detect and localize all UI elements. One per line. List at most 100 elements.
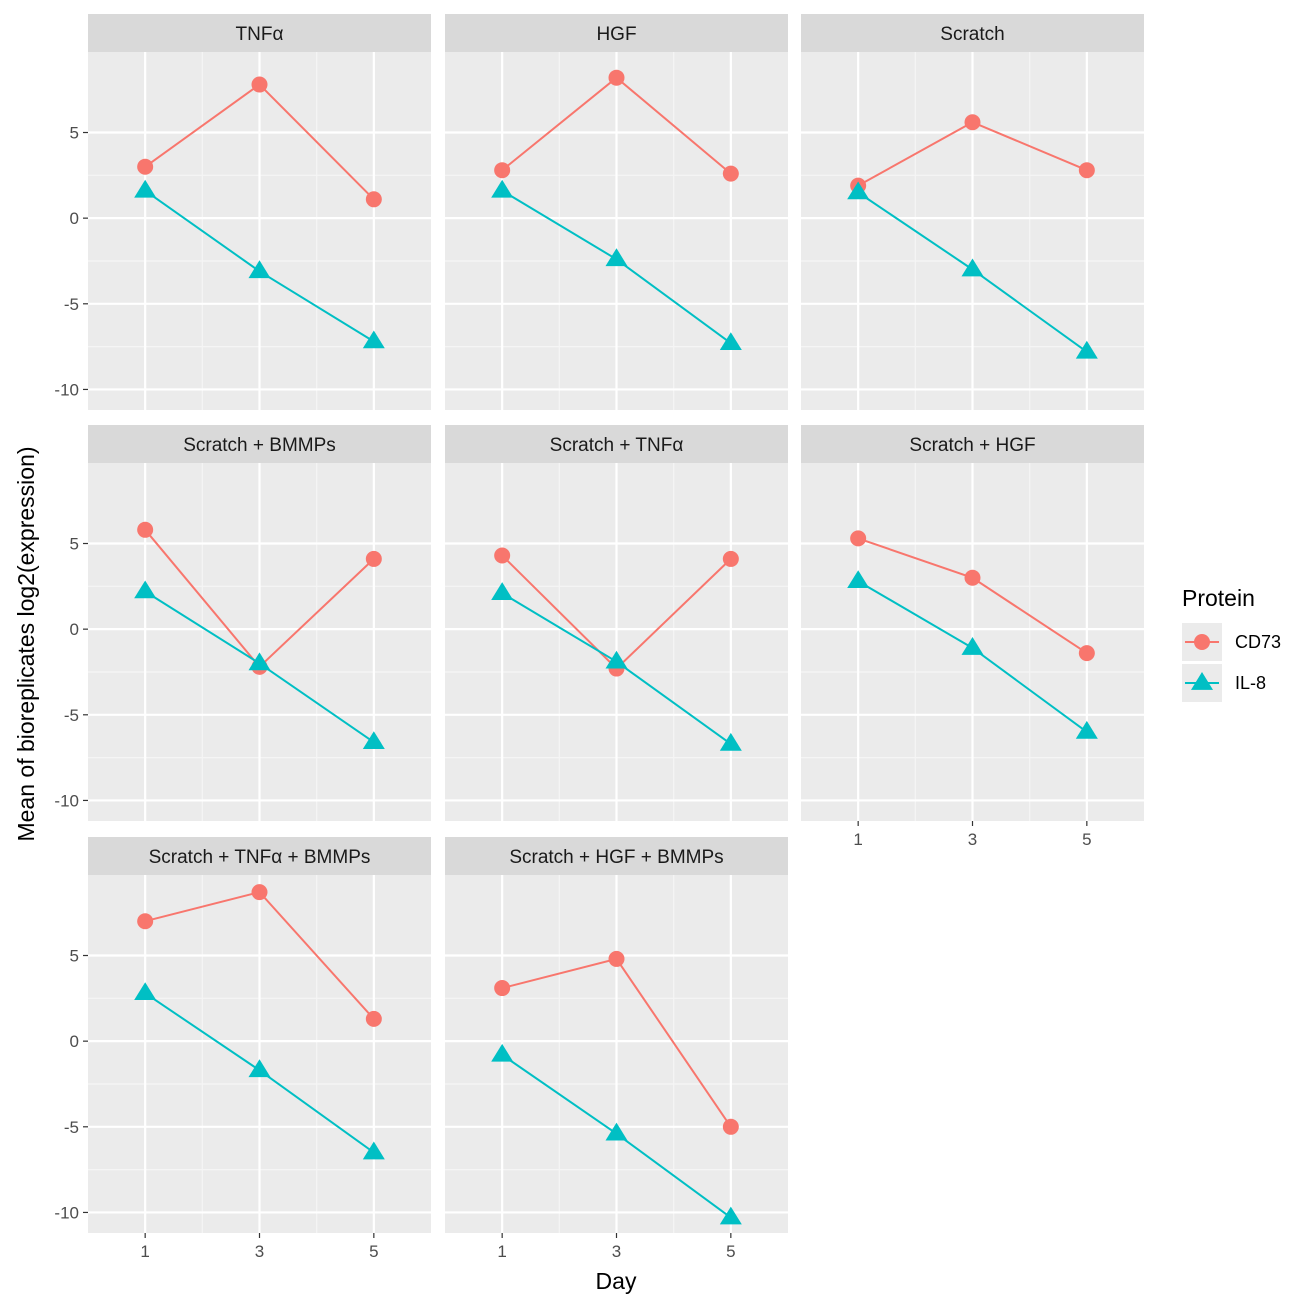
facet-panel-scratch: Scratch bbox=[801, 14, 1144, 410]
data-point-il-8 bbox=[719, 332, 742, 351]
data-point-cd73 bbox=[1078, 162, 1095, 179]
y-tick-label: 5 bbox=[70, 535, 79, 554]
y-tick-label: 0 bbox=[70, 620, 79, 639]
facet-panel-scratch-hgf-bmmps: Scratch + HGF + BMMPs 1 3 5 bbox=[445, 837, 788, 1261]
data-point-cd73 bbox=[494, 162, 511, 179]
x-tick-label: 5 bbox=[726, 1242, 735, 1261]
data-point-cd73 bbox=[365, 550, 382, 567]
data-point-cd73 bbox=[494, 547, 511, 564]
y-tick-label: 0 bbox=[70, 1032, 79, 1051]
legend-key-circle bbox=[1194, 634, 1210, 650]
facet-title: Scratch + TNFα + BMMPs bbox=[149, 847, 371, 868]
data-point-il-8 bbox=[362, 731, 385, 750]
x-axis-title: Day bbox=[596, 1268, 637, 1294]
data-point-il-8 bbox=[719, 1206, 742, 1225]
data-point-cd73 bbox=[850, 530, 867, 547]
data-point-il-8 bbox=[491, 179, 514, 198]
data-point-il-8 bbox=[134, 580, 157, 599]
data-point-il-8 bbox=[847, 570, 870, 589]
y-tick-label: 5 bbox=[70, 947, 79, 966]
facet-title: Scratch + TNFα bbox=[550, 435, 684, 456]
facet-strip bbox=[801, 425, 1144, 463]
facet-title: HGF bbox=[596, 24, 636, 45]
facet-panel-hgf: HGF bbox=[445, 14, 788, 410]
data-point-cd73 bbox=[722, 1118, 739, 1135]
facet-panel-scratch-tnfalpha: Scratch + TNFα bbox=[445, 425, 788, 821]
x-tick-label: 1 bbox=[140, 1242, 149, 1261]
facet-strip bbox=[445, 425, 788, 463]
data-point-il-8 bbox=[605, 1122, 628, 1141]
data-point-il-8 bbox=[134, 982, 157, 1001]
x-tick-label: 3 bbox=[968, 830, 977, 849]
facet-panel-scratch-bmmps: Scratch + BMMPs 5 0 -5 -10 bbox=[54, 425, 431, 821]
data-point-cd73 bbox=[722, 550, 739, 567]
data-point-cd73 bbox=[251, 76, 268, 93]
data-point-il-8 bbox=[719, 732, 742, 751]
x-tick-label: 5 bbox=[1082, 830, 1091, 849]
facet-strip bbox=[88, 14, 431, 52]
x-tick-label: 3 bbox=[255, 1242, 264, 1261]
data-point-cd73 bbox=[1078, 645, 1095, 662]
data-point-il-8 bbox=[491, 1043, 514, 1062]
facet-title: Scratch + HGF bbox=[909, 435, 1035, 456]
data-point-cd73 bbox=[608, 69, 625, 86]
facet-panels: TNFα 5 0 -5 -10 HGF Scratch Scratch + BMMPs 5 0 -5… bbox=[54, 14, 1144, 1261]
data-point-il-8 bbox=[248, 1059, 271, 1078]
x-tick-label: 3 bbox=[612, 1242, 621, 1261]
data-point-cd73 bbox=[494, 980, 511, 997]
facet-strip bbox=[88, 837, 431, 875]
data-point-cd73 bbox=[365, 191, 382, 208]
data-point-il-8 bbox=[961, 258, 984, 277]
facet-title: Scratch bbox=[940, 24, 1004, 45]
facet-strip bbox=[88, 425, 431, 463]
data-point-cd73 bbox=[608, 950, 625, 967]
legend-key-triangle bbox=[1191, 672, 1213, 690]
y-tick-label: 5 bbox=[70, 124, 79, 143]
data-point-il-8 bbox=[605, 248, 628, 267]
x-tick-label: 1 bbox=[497, 1242, 506, 1261]
legend-title: Protein bbox=[1182, 585, 1255, 611]
x-tick-label: 1 bbox=[853, 830, 862, 849]
y-tick-label: -10 bbox=[54, 1203, 79, 1222]
legend-label: CD73 bbox=[1235, 632, 1281, 652]
facet-strip bbox=[801, 14, 1144, 52]
data-point-il-8 bbox=[134, 179, 157, 198]
data-point-il-8 bbox=[362, 1141, 385, 1160]
y-tick-label: 0 bbox=[70, 209, 79, 228]
facet-title: Scratch + BMMPs bbox=[183, 435, 336, 456]
data-point-cd73 bbox=[251, 884, 268, 901]
legend: Protein CD73 IL-8 bbox=[1182, 585, 1281, 702]
data-point-cd73 bbox=[137, 521, 154, 538]
facet-strip bbox=[445, 837, 788, 875]
data-point-cd73 bbox=[964, 569, 981, 586]
facet-panel-scratch-tnfalpha-bmmps: Scratch + TNFα + BMMPs 5 0 -5 -10 1 3 5 bbox=[54, 837, 431, 1261]
data-point-cd73 bbox=[365, 1010, 382, 1027]
y-tick-label: -5 bbox=[64, 706, 79, 725]
data-point-cd73 bbox=[137, 913, 154, 930]
data-point-il-8 bbox=[605, 650, 628, 669]
facet-title: Scratch + HGF + BMMPs bbox=[509, 847, 723, 868]
y-tick-label: -5 bbox=[64, 295, 79, 314]
legend-entry-il-8: IL-8 bbox=[1182, 664, 1266, 702]
facet-title: TNFα bbox=[236, 24, 284, 45]
legend-label: IL-8 bbox=[1235, 673, 1266, 693]
x-tick-label: 5 bbox=[369, 1242, 378, 1261]
data-point-il-8 bbox=[362, 330, 385, 349]
y-tick-label: -10 bbox=[54, 791, 79, 810]
data-point-cd73 bbox=[722, 165, 739, 182]
data-point-cd73 bbox=[964, 114, 981, 131]
data-point-il-8 bbox=[847, 181, 870, 200]
data-point-il-8 bbox=[1075, 720, 1098, 739]
data-point-il-8 bbox=[1075, 340, 1098, 359]
y-tick-label: -5 bbox=[64, 1118, 79, 1137]
facet-panel-scratch-hgf: Scratch + HGF 1 3 5 bbox=[801, 425, 1144, 849]
data-point-il-8 bbox=[961, 636, 984, 655]
data-point-il-8 bbox=[248, 652, 271, 671]
data-point-cd73 bbox=[137, 158, 154, 175]
legend-entry-cd73: CD73 bbox=[1182, 623, 1281, 661]
facet-panel-tnfalpha: TNFα 5 0 -5 -10 bbox=[54, 14, 431, 410]
y-axis-title: Mean of bioreplicates log2(expression) bbox=[13, 446, 39, 841]
facet-strip bbox=[445, 14, 788, 52]
data-point-il-8 bbox=[248, 260, 271, 279]
